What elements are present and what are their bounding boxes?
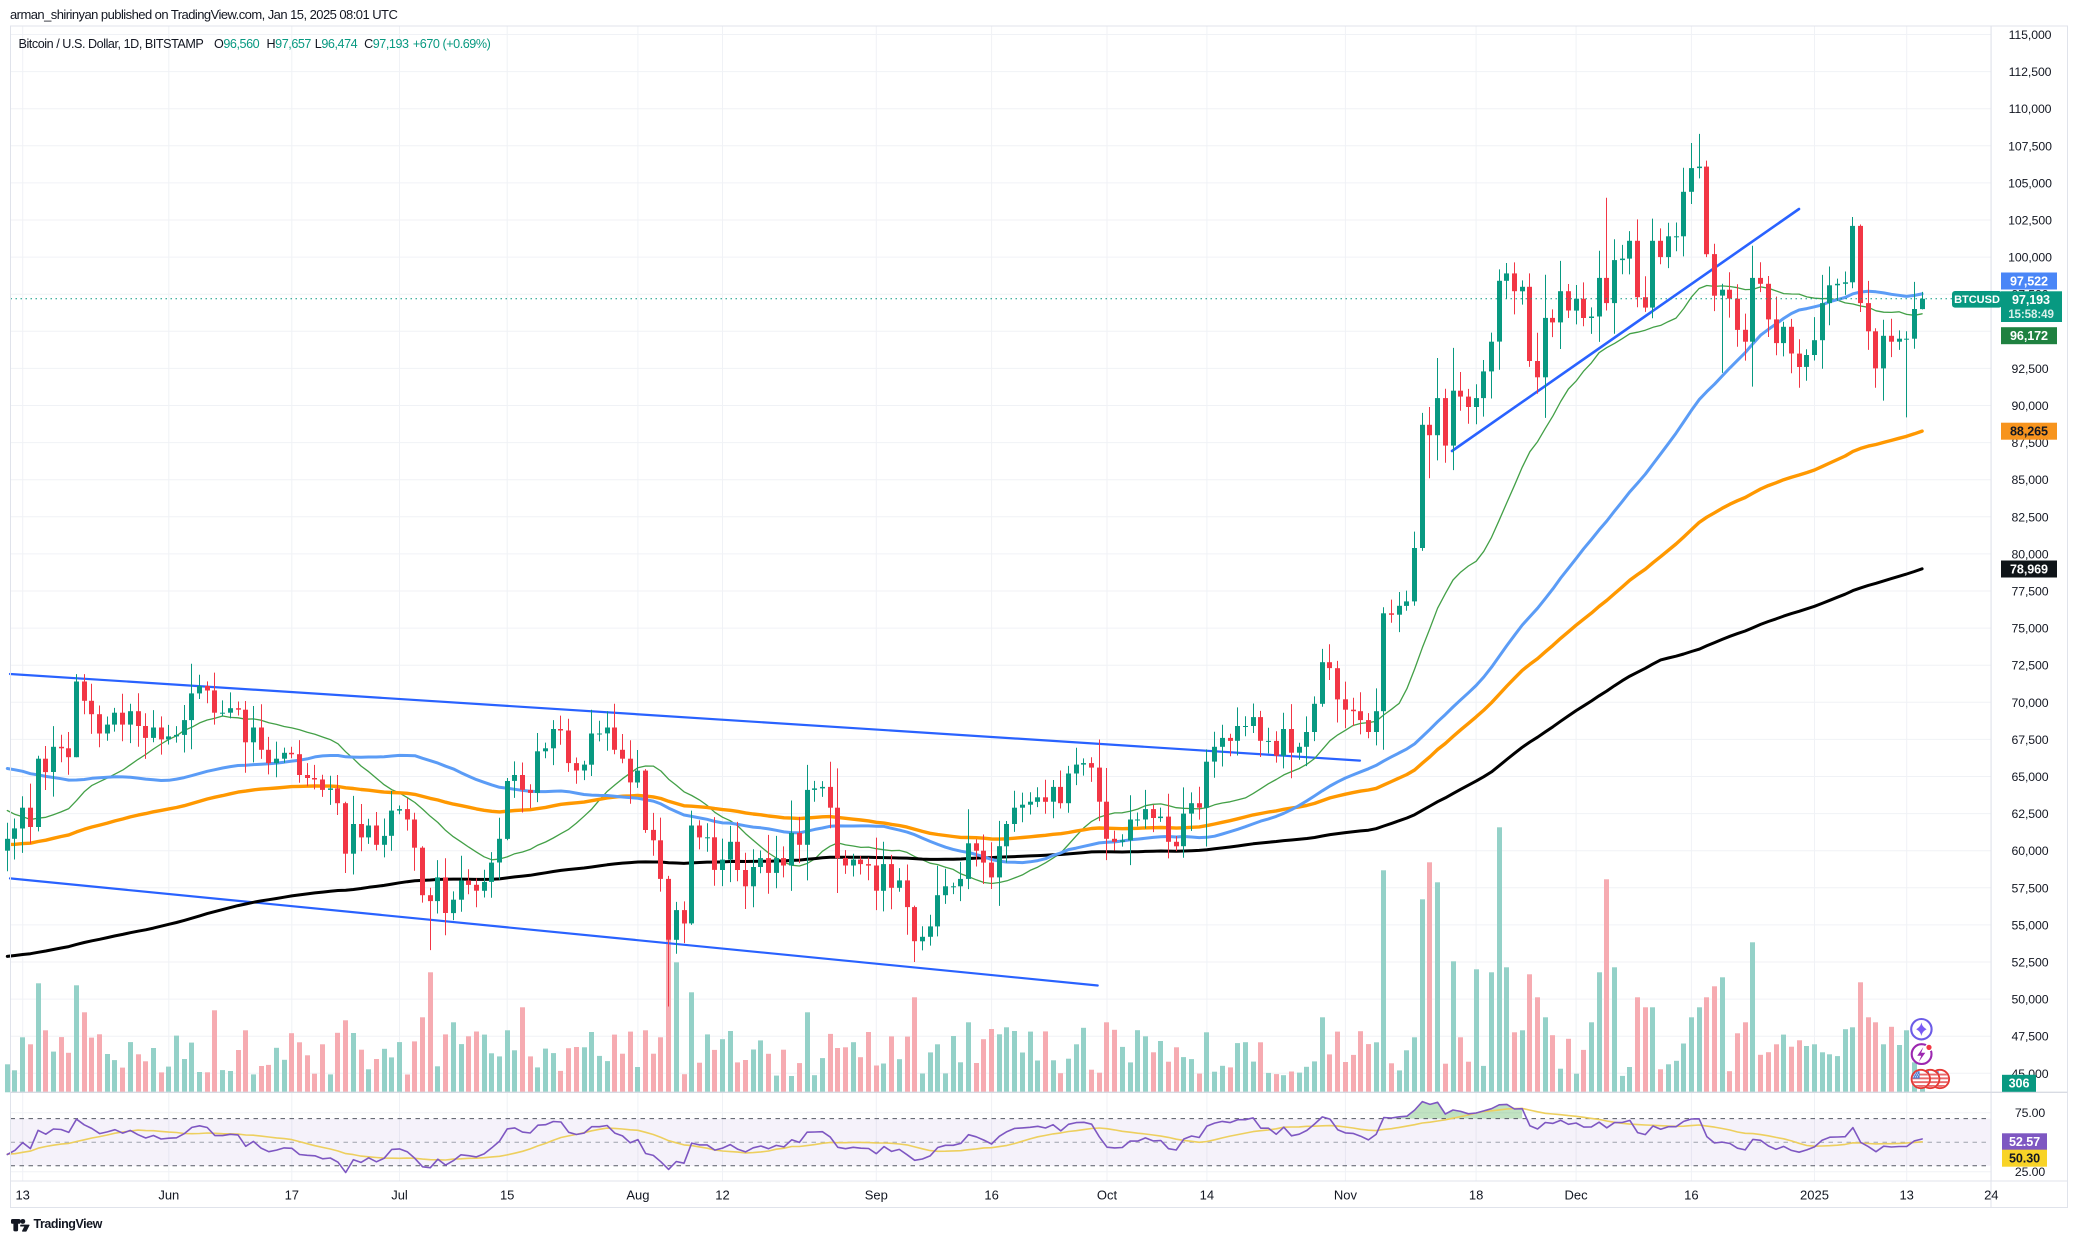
svg-text:13: 13 <box>1899 1188 1913 1203</box>
svg-text:60,000: 60,000 <box>2011 844 2048 858</box>
svg-text:72,500: 72,500 <box>2011 659 2048 673</box>
svg-text:62,500: 62,500 <box>2011 807 2048 821</box>
svg-text:50,000: 50,000 <box>2011 993 2048 1007</box>
svg-text:47,500: 47,500 <box>2011 1030 2048 1044</box>
svg-text:BTCUSD: BTCUSD <box>1954 294 2000 306</box>
svg-text:16: 16 <box>1684 1188 1698 1203</box>
svg-text:15:58:49: 15:58:49 <box>2008 308 2054 321</box>
svg-text:115,000: 115,000 <box>2009 28 2052 42</box>
svg-text:15: 15 <box>500 1188 514 1203</box>
svg-text:13: 13 <box>15 1188 29 1203</box>
svg-text:50.30: 50.30 <box>2009 1152 2040 1166</box>
svg-text:65,000: 65,000 <box>2011 770 2048 784</box>
svg-text:78,969: 78,969 <box>2010 562 2048 576</box>
svg-text:85,000: 85,000 <box>2011 473 2048 487</box>
svg-text:14: 14 <box>1200 1188 1214 1203</box>
svg-text:16: 16 <box>984 1188 998 1203</box>
svg-text:77,500: 77,500 <box>2011 585 2048 599</box>
svg-text:100,000: 100,000 <box>2008 251 2052 265</box>
svg-text:Jun: Jun <box>158 1188 179 1203</box>
svg-text:105,000: 105,000 <box>2008 176 2052 190</box>
svg-text:55,000: 55,000 <box>2011 918 2048 932</box>
svg-text:110,000: 110,000 <box>2009 102 2052 116</box>
svg-text:97,522: 97,522 <box>2010 274 2048 288</box>
svg-text:18: 18 <box>1469 1188 1483 1203</box>
svg-text:52.57: 52.57 <box>2009 1135 2040 1149</box>
svg-text:92,500: 92,500 <box>2011 362 2048 376</box>
svg-text:306: 306 <box>2009 1077 2030 1091</box>
svg-text:Oct: Oct <box>1097 1188 1118 1203</box>
svg-text:Dec: Dec <box>1565 1188 1589 1203</box>
svg-text:Aug: Aug <box>626 1188 649 1203</box>
svg-text:107,500: 107,500 <box>2008 139 2052 153</box>
svg-text:24: 24 <box>1984 1188 1998 1203</box>
svg-text:112,500: 112,500 <box>2009 65 2052 79</box>
svg-text:102,500: 102,500 <box>2008 214 2052 228</box>
svg-text:Nov: Nov <box>1334 1188 1358 1203</box>
svg-text:82,500: 82,500 <box>2011 510 2048 524</box>
svg-text:75,000: 75,000 <box>2011 622 2048 636</box>
svg-text:70,000: 70,000 <box>2011 696 2048 710</box>
svg-text:17: 17 <box>285 1188 299 1203</box>
svg-text:75.00: 75.00 <box>2015 1106 2046 1120</box>
svg-text:12: 12 <box>715 1188 729 1203</box>
svg-text:Sep: Sep <box>865 1188 888 1203</box>
svg-text:Jul: Jul <box>391 1188 408 1203</box>
svg-text:90,000: 90,000 <box>2011 399 2048 413</box>
svg-text:80,000: 80,000 <box>2011 547 2048 561</box>
svg-text:2025: 2025 <box>1800 1188 1829 1203</box>
svg-text:52,500: 52,500 <box>2011 956 2048 970</box>
svg-text:25.00: 25.00 <box>2015 1165 2046 1179</box>
svg-text:57,500: 57,500 <box>2011 881 2048 895</box>
svg-text:96,172: 96,172 <box>2010 329 2048 343</box>
svg-text:88,265: 88,265 <box>2010 425 2048 439</box>
svg-text:67,500: 67,500 <box>2011 733 2048 747</box>
svg-text:97,193: 97,193 <box>2012 293 2050 307</box>
